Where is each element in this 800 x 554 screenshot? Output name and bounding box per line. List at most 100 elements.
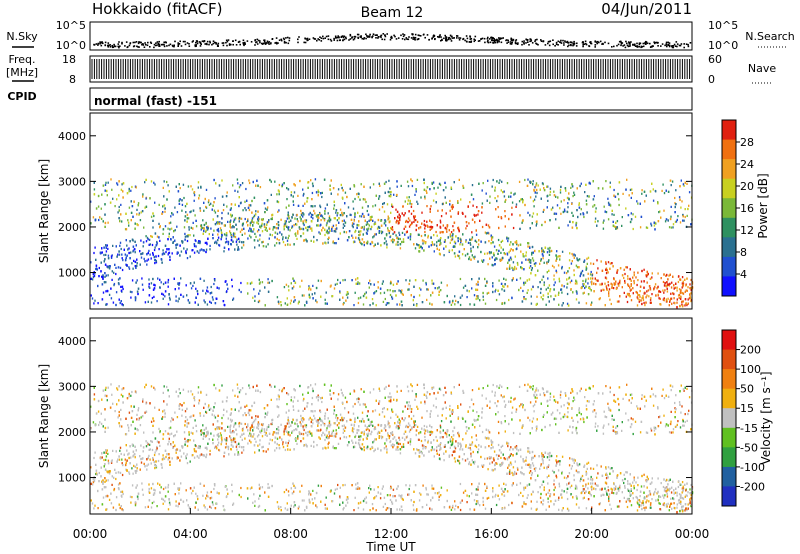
power-point [408,225,411,228]
noise-point [180,45,183,47]
power-point [488,240,490,243]
power-point [409,238,412,241]
power-point [533,189,535,192]
power-point [363,228,365,231]
power-point [214,223,217,226]
power-point [149,197,151,200]
power-point [616,226,618,229]
freq-bars [91,59,691,79]
power-point [475,297,477,301]
power-point [511,201,514,204]
noise-point [141,43,143,46]
power-point [203,209,205,212]
power-point [285,283,288,286]
power-point [556,257,558,260]
power-point [663,291,665,294]
power-point [687,286,689,289]
power-point [312,205,314,208]
power-point [152,252,154,255]
power-point [257,239,259,242]
power-point [529,180,531,183]
power-point [109,201,112,204]
power-point [542,275,545,278]
power-point [230,215,233,218]
power-point [632,213,634,216]
power-point [632,287,634,290]
power-point [678,196,681,199]
power-point [130,219,132,222]
power-point [167,184,169,187]
power-point [251,211,253,214]
power-point [679,198,681,201]
power-point [116,182,118,185]
noise-point [206,40,209,43]
noise-point [573,40,575,43]
noise-point [232,43,234,46]
power-point [583,215,585,219]
power-point [302,232,305,235]
power-point [429,207,431,211]
power-point [406,196,408,199]
power-point [645,301,647,304]
power-point [494,258,496,261]
power-point [301,279,303,282]
power-point [547,292,549,295]
power-point [268,281,271,284]
power-point [224,280,227,283]
power-point [378,182,380,185]
power-point [364,292,366,296]
power-point [527,289,529,292]
power-point [141,283,144,286]
power-point [619,279,621,282]
power-point [355,278,357,281]
power-point [316,224,318,227]
power-point [471,236,474,239]
noise-point [338,39,341,42]
power-point [392,241,394,244]
power-point [311,182,314,185]
noise-point [380,36,382,39]
power-point [254,246,256,249]
power-point [208,233,210,236]
power-point [536,191,538,195]
power-point [461,243,464,246]
power-point [609,181,611,184]
power-point [187,185,190,188]
power-point [492,178,494,182]
power-point [265,245,267,248]
noise-panel [89,21,693,51]
power-point [476,295,478,298]
power-point [523,297,525,300]
power-point [356,226,358,229]
power-point [450,303,453,306]
noise-point [157,42,159,45]
power-point [481,259,483,262]
power-point [418,233,420,236]
power-point [618,281,621,284]
power-point [240,281,242,285]
power-point [101,193,103,196]
power-point [235,223,237,226]
power-point [353,219,355,222]
power-point [203,201,205,204]
power-point [167,227,169,230]
power-point [625,188,627,191]
power-point [328,217,331,220]
power-point [469,238,472,242]
power-point [596,259,598,262]
noise-point [221,42,224,44]
noise-point [344,36,347,39]
power-point [671,281,673,284]
noise-point [498,40,500,43]
power-point [205,205,207,208]
power-point [611,284,613,288]
power-point [309,211,311,215]
noise-point [671,45,674,47]
noise-point [445,40,448,42]
power-point [497,195,499,198]
power-point [239,230,242,233]
power-point [192,221,194,224]
power-point [687,302,689,305]
power-point [231,278,233,281]
power-point [330,192,332,195]
